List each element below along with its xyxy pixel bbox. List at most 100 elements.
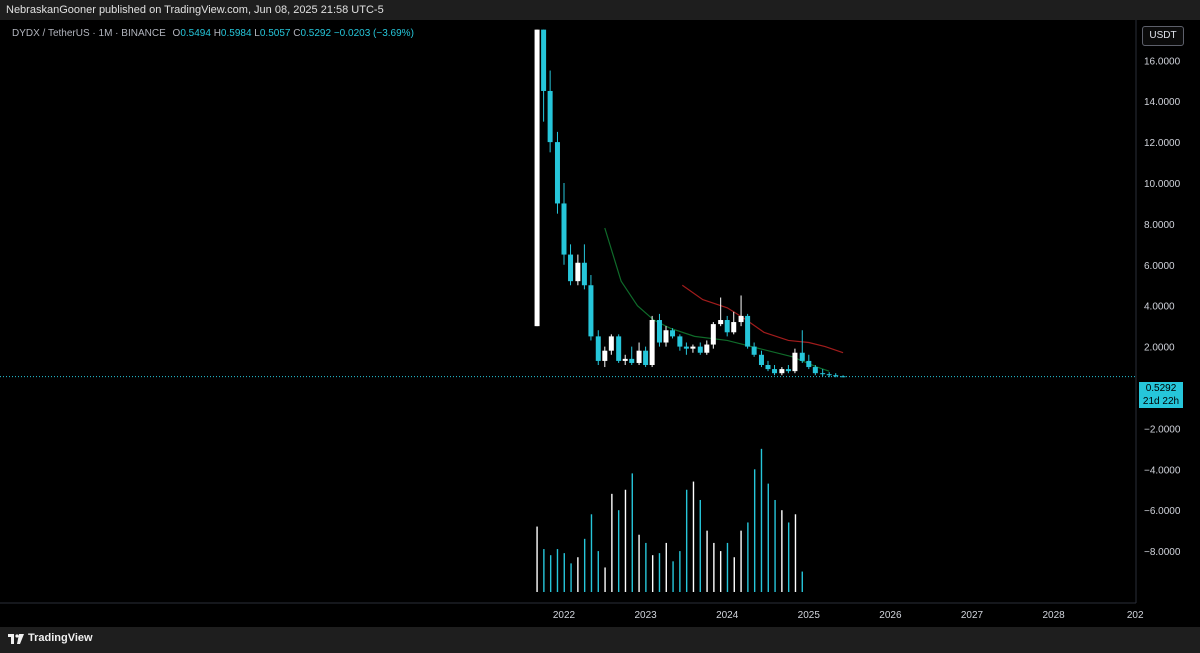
candle-body	[697, 346, 703, 353]
volume-bar	[577, 557, 579, 592]
chart-area[interactable]	[0, 20, 1200, 627]
open-value: 0.5494	[180, 28, 211, 39]
currency-button[interactable]: USDT	[1142, 26, 1184, 46]
candle-body	[670, 330, 676, 337]
candle-body	[738, 315, 744, 323]
candle-body	[806, 360, 812, 368]
close-value: 0.5292	[300, 28, 332, 39]
candle-body	[785, 369, 791, 372]
close-label: C	[293, 28, 301, 39]
volume-bar	[740, 530, 742, 592]
y-tick-label: −6.0000	[1144, 506, 1181, 517]
candle-body	[820, 373, 826, 375]
candle-body	[724, 320, 730, 333]
publication-text: NebraskanGooner published on TradingView…	[6, 4, 384, 16]
y-tick-label: −4.0000	[1144, 465, 1181, 476]
ohlc-legend: DYDX / TetherUS · 1M · BINANCE O0.5494 H…	[12, 28, 414, 39]
y-tick-label: 12.0000	[1144, 138, 1181, 149]
volume-bar	[767, 483, 769, 592]
y-tick-label: 16.0000	[1144, 56, 1181, 67]
volume-bar	[672, 561, 674, 592]
candle-body	[561, 203, 567, 255]
volume-bar	[713, 542, 715, 592]
y-tick-label: 10.0000	[1144, 179, 1181, 190]
volume-bar	[692, 481, 695, 592]
candle-body	[826, 374, 832, 376]
candle-body	[765, 365, 771, 370]
volume-bar	[733, 557, 735, 592]
low-label: L	[254, 28, 260, 39]
change-value: −0.0203 (−3.69%)	[333, 28, 414, 39]
candle-body	[792, 352, 798, 372]
candle-body	[616, 336, 622, 361]
footer-bar: TradingView	[0, 627, 1200, 653]
candle-body	[779, 369, 785, 374]
last-price-value: 0.5292	[1145, 383, 1177, 394]
volume-bar	[549, 555, 552, 592]
tradingview-brand: TradingView	[28, 632, 93, 644]
volume-bar	[794, 514, 797, 592]
candle-body	[772, 369, 778, 374]
moving-average-green	[604, 227, 830, 372]
candle-body	[636, 350, 642, 363]
candle-body	[745, 315, 751, 347]
candle-countdown: 21d 22h	[1142, 396, 1180, 407]
symbol-label[interactable]: DYDX / TetherUS · 1M · BINANCE	[12, 28, 166, 39]
y-tick-label: −2.0000	[1144, 424, 1181, 435]
candle-body	[690, 346, 696, 349]
volume-bar	[781, 510, 783, 592]
volume-bar	[651, 555, 654, 592]
open-label: O	[172, 28, 181, 39]
volume-bar	[747, 522, 749, 592]
volume-bar	[787, 522, 790, 592]
candle-body	[731, 322, 737, 333]
y-tick-label: 8.0000	[1144, 220, 1175, 231]
x-tick-label: 2024	[716, 610, 739, 621]
candle-body	[629, 358, 635, 363]
volume-bar	[617, 510, 620, 592]
candle-body	[568, 254, 574, 282]
x-tick-label: 2023	[634, 610, 657, 621]
tradingview-logo-icon	[8, 634, 24, 644]
publication-header: NebraskanGooner published on TradingView…	[0, 0, 1200, 20]
price-chart[interactable]: 16.0000 14.0000 12.0000 10.0000 8.0000 6.0000…	[0, 20, 1200, 627]
candle-body	[710, 324, 716, 345]
volume-bar	[699, 499, 701, 592]
last-price-tag: 0.5292 21d 22h	[1139, 382, 1183, 408]
volume-bar	[658, 553, 661, 592]
volume-bar	[726, 542, 729, 592]
volume-bar	[631, 473, 633, 592]
volume-bar	[679, 551, 681, 592]
volume-bar	[685, 489, 688, 592]
x-tick-label: 2028	[1042, 610, 1065, 621]
high-value: 0.5984	[220, 28, 252, 39]
volume-bar	[638, 534, 640, 592]
moving-average-red	[681, 284, 844, 354]
volume-bar	[665, 542, 667, 592]
volume-bar	[753, 469, 756, 592]
candle-body	[656, 320, 662, 343]
candle-body	[575, 262, 581, 282]
x-tick-label: 2026	[879, 610, 902, 621]
candle-body	[751, 346, 757, 355]
candle-body	[541, 29, 547, 91]
volume-bar	[604, 567, 606, 592]
candle-body	[799, 352, 805, 361]
candle-body	[622, 358, 628, 361]
x-tick-label: 2022	[553, 610, 576, 621]
candle-body	[643, 350, 649, 366]
volume-bar	[645, 542, 647, 592]
volume-bar	[624, 489, 627, 592]
volume-bar	[556, 549, 559, 592]
candle-body	[677, 336, 683, 347]
y-tick-label: −8.0000	[1144, 547, 1181, 558]
volume-bar	[760, 448, 763, 592]
x-tick-label: 2025	[798, 610, 821, 621]
volume-bar	[801, 571, 803, 592]
volume-bar	[570, 563, 572, 592]
volume-bar	[597, 551, 599, 592]
candle-body	[663, 330, 669, 343]
candle-body	[554, 142, 560, 204]
x-tick-label: 202	[1127, 610, 1144, 621]
high-label: H	[213, 28, 221, 39]
